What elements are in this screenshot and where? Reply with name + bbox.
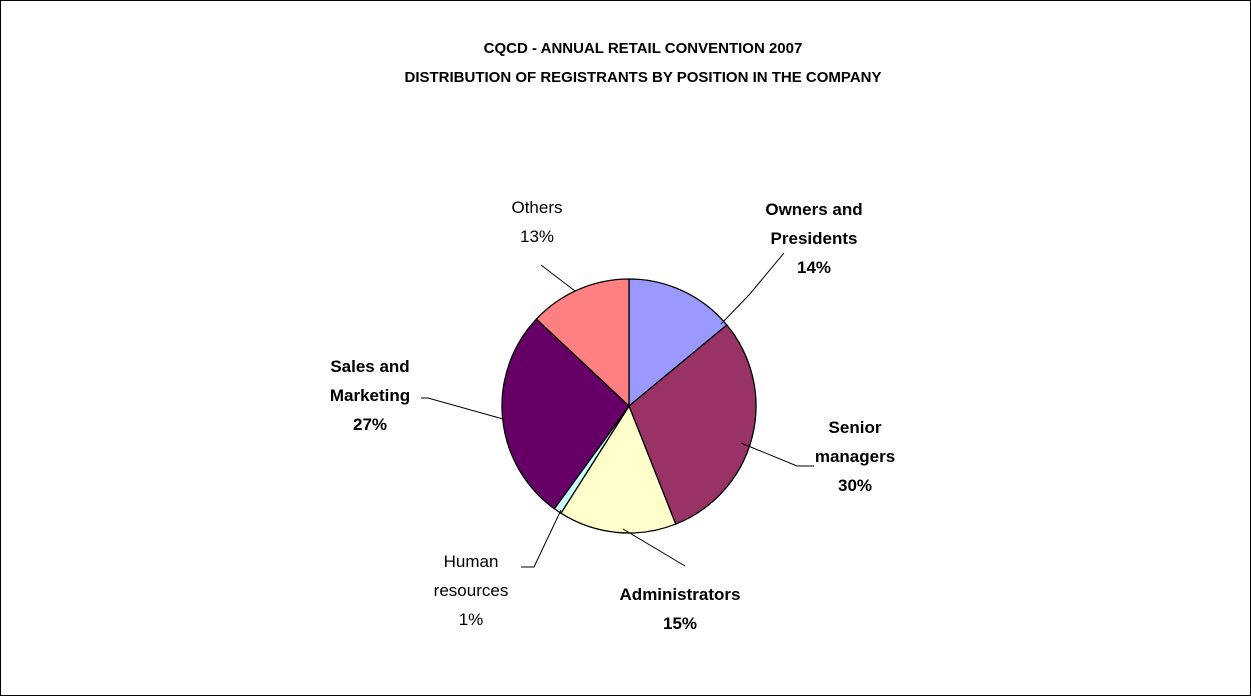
pie-slice-sales-and-marketing xyxy=(501,318,630,510)
slice-name-line: Senior xyxy=(829,418,882,437)
slice-name-line: Human xyxy=(444,552,499,571)
slice-value-label: 14% xyxy=(797,258,831,277)
leader-line-administrators xyxy=(622,528,686,567)
leader-line-sales-and-marketing xyxy=(421,397,504,420)
slice-name-line: managers xyxy=(815,447,895,466)
slice-name-line: Sales and xyxy=(330,357,409,376)
slice-value-label: 27% xyxy=(353,415,387,434)
leader-line-others xyxy=(540,264,576,292)
slice-label-sales-and-marketing: Sales and Marketing 27% xyxy=(330,357,410,434)
chart-subtitle: DISTRIBUTION OF REGISTRANTS BY POSITION … xyxy=(405,69,882,86)
slice-label-senior-managers: Senior managers 30% xyxy=(815,418,895,495)
leader-lines xyxy=(421,252,814,568)
slice-name-line: Presidents xyxy=(771,229,858,248)
leader-line-human-resources xyxy=(521,509,562,568)
slice-name-line: Administrators xyxy=(620,585,741,604)
slice-label-administrators: Administrators 15% xyxy=(620,585,741,633)
pie-slice-administrators xyxy=(560,404,677,534)
slice-value-label: 1% xyxy=(459,610,484,629)
slice-value-label: 15% xyxy=(663,614,697,633)
slice-name-line: resources xyxy=(434,581,509,600)
leader-line-owners-and-presidents xyxy=(720,252,785,325)
slice-name-line: Marketing xyxy=(330,386,410,405)
slice-value-label: 30% xyxy=(838,476,872,495)
pie-slice-owners-and-presidents xyxy=(628,278,728,408)
slice-name-line: Owners and xyxy=(765,200,862,219)
pie-slice-others xyxy=(535,278,630,408)
chart-title: CQCD - ANNUAL RETAIL CONVENTION 2007 xyxy=(484,40,803,57)
slice-value-label: 13% xyxy=(520,227,554,246)
leader-line-senior-managers xyxy=(740,442,814,467)
slice-label-others: Others 13% xyxy=(511,198,562,246)
slice-label-owners-and-presidents: Owners and Presidents 14% xyxy=(765,200,862,277)
pie-slices xyxy=(501,278,757,534)
slice-label-human-resources: Human resources 1% xyxy=(434,552,509,629)
pie-slice-senior-managers xyxy=(628,324,757,525)
slice-labels: Owners and Presidents 14% Senior managers 30%… xyxy=(330,198,895,633)
slice-name-line: Others xyxy=(511,198,562,217)
